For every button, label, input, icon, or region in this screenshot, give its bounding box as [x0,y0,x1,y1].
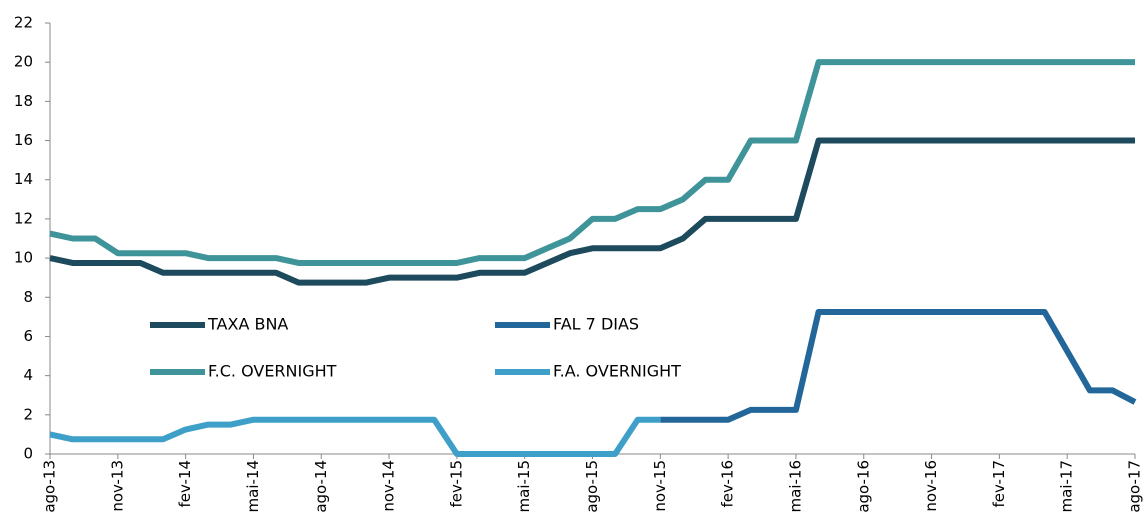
x-tick-label: ago-13 [41,460,59,513]
x-tick-label: mai-17 [1058,460,1076,512]
x-tick-label: mai-14 [244,460,262,512]
series-line [49,416,661,457]
x-tick-label: ago-16 [854,460,872,513]
x-tick-label: fev-14 [176,460,194,507]
x-tick-label: ago-15 [583,460,601,513]
x-tick-label: ago-14 [312,460,330,513]
legend-label: TAXA BNA [207,315,288,334]
x-tick-label: nov-14 [380,460,398,512]
y-tick-label: 20 [14,53,33,71]
series-line [49,137,1135,286]
x-tick-label: nov-16 [922,460,940,512]
y-tick-label: 22 [14,14,33,32]
y-tick-label: 12 [14,209,33,227]
y-tick-label: 2 [23,405,33,423]
series-line [660,308,1137,423]
y-tick-label: 8 [23,288,33,306]
y-tick-label: 4 [23,366,33,384]
y-tick-label: 0 [23,445,33,463]
x-tick-label: nov-15 [651,460,669,512]
series-line [49,59,1135,266]
y-tick-label: 10 [14,249,33,267]
y-tick-label: 14 [14,170,33,188]
x-tick-label: mai-15 [515,460,533,512]
legend-label: F.C. OVERNIGHT [208,362,337,381]
y-tick-label: 6 [23,327,33,345]
x-tick-label: fev-15 [447,460,465,507]
x-tick-label: nov-13 [108,460,126,512]
x-tick-label: fev-16 [719,460,737,507]
x-tick-label: mai-16 [786,460,804,512]
y-tick-label: 18 [14,92,33,110]
y-tick-label: 16 [14,131,33,149]
legend-label: F.A. OVERNIGHT [553,362,681,381]
x-tick-label: fev-17 [990,460,1008,507]
x-tick-label: ago-17 [1126,460,1143,513]
legend-label: FAL 7 DIAS [553,315,639,334]
